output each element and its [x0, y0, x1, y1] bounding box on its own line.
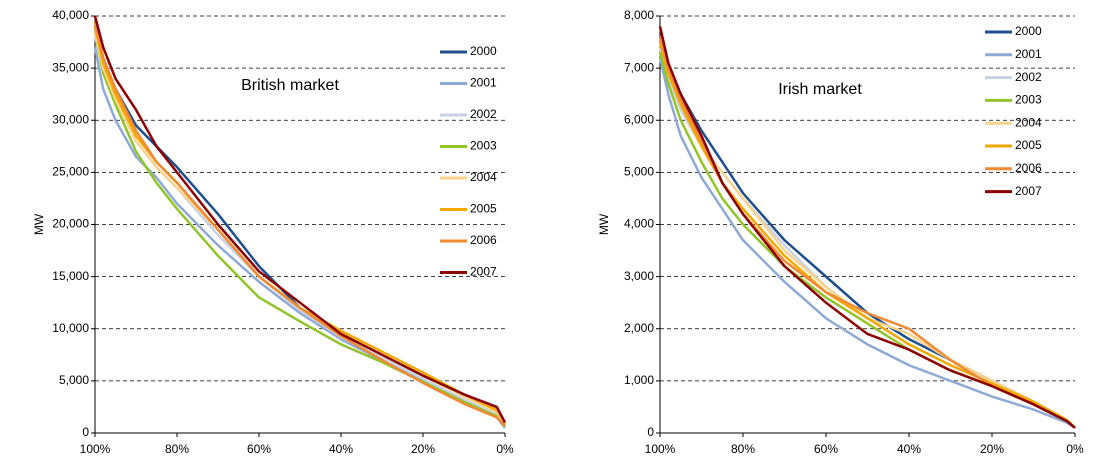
- legend-label: 2004: [1015, 115, 1042, 129]
- x-tick-label: 20%: [411, 442, 435, 456]
- y-tick-label: 6,000: [624, 112, 654, 126]
- legend-label: 2003: [1015, 93, 1042, 107]
- line-series: [658, 26, 1076, 429]
- line-series: [93, 20, 506, 427]
- line-series: [658, 41, 1076, 429]
- legend-label: 2005: [470, 202, 497, 216]
- x-tick-label: 100%: [80, 442, 111, 456]
- y-tick-label: 1,000: [624, 373, 654, 387]
- y-tick-label: 30,000: [52, 112, 89, 126]
- y-tick-label: 10,000: [52, 321, 89, 335]
- x-tick-label: 60%: [814, 442, 838, 456]
- legend-label: 2004: [470, 170, 497, 184]
- line-series: [93, 31, 506, 428]
- y-tick-label: 40,000: [52, 8, 89, 22]
- y-tick-label: 5,000: [624, 165, 654, 179]
- y-tick-label: 8,000: [624, 8, 654, 22]
- line-series: [658, 41, 1076, 429]
- x-tick-label: 40%: [897, 442, 921, 456]
- line-series: [658, 52, 1076, 429]
- y-axis-label: MW: [597, 213, 611, 235]
- x-tick-label: 100%: [645, 442, 676, 456]
- y-tick-label: 7,000: [624, 60, 654, 74]
- x-tick-label: 0%: [496, 442, 514, 456]
- legend-label: 2001: [1015, 47, 1042, 61]
- legend-label: 2007: [470, 265, 497, 279]
- legend-label: 2002: [470, 107, 497, 121]
- annotation: British market: [241, 77, 339, 94]
- line-series: [658, 46, 1076, 429]
- x-tick-label: 80%: [731, 442, 755, 456]
- y-tick-label: 25,000: [52, 165, 89, 179]
- legend-label: 2000: [1015, 24, 1042, 38]
- line-series: [93, 47, 506, 429]
- legend-label: 2005: [1015, 138, 1042, 152]
- line-series: [93, 36, 507, 427]
- legend-label: 2000: [470, 44, 497, 58]
- annotation: Irish market: [778, 81, 862, 98]
- legend-label: 2006: [1015, 161, 1042, 175]
- x-tick-label: 20%: [980, 442, 1004, 456]
- y-tick-label: 3,000: [624, 269, 654, 283]
- legend-label: 2003: [470, 139, 497, 153]
- y-tick-label: 35,000: [52, 60, 89, 74]
- y-tick-label: 4,000: [624, 217, 654, 231]
- y-tick-label: 0: [647, 425, 654, 439]
- legend-label: 2006: [470, 233, 497, 247]
- line-series: [658, 57, 1076, 429]
- x-tick-label: 60%: [247, 442, 271, 456]
- line-series: [658, 36, 1076, 429]
- y-tick-label: 5,000: [59, 373, 89, 387]
- x-tick-label: 0%: [1066, 442, 1084, 456]
- legend-label: 2002: [1015, 70, 1042, 84]
- y-tick-label: 20,000: [52, 217, 89, 231]
- y-tick-label: 0: [82, 425, 89, 439]
- y-axis-label: MW: [32, 213, 46, 235]
- x-tick-label: 80%: [165, 442, 189, 456]
- line-series: [658, 36, 1076, 429]
- legend-label: 2007: [1015, 184, 1042, 198]
- legend-label: 2001: [470, 76, 497, 90]
- x-tick-label: 40%: [329, 442, 353, 456]
- y-tick-label: 15,000: [52, 269, 89, 283]
- y-tick-label: 2,000: [624, 321, 654, 335]
- line-series: [93, 15, 507, 424]
